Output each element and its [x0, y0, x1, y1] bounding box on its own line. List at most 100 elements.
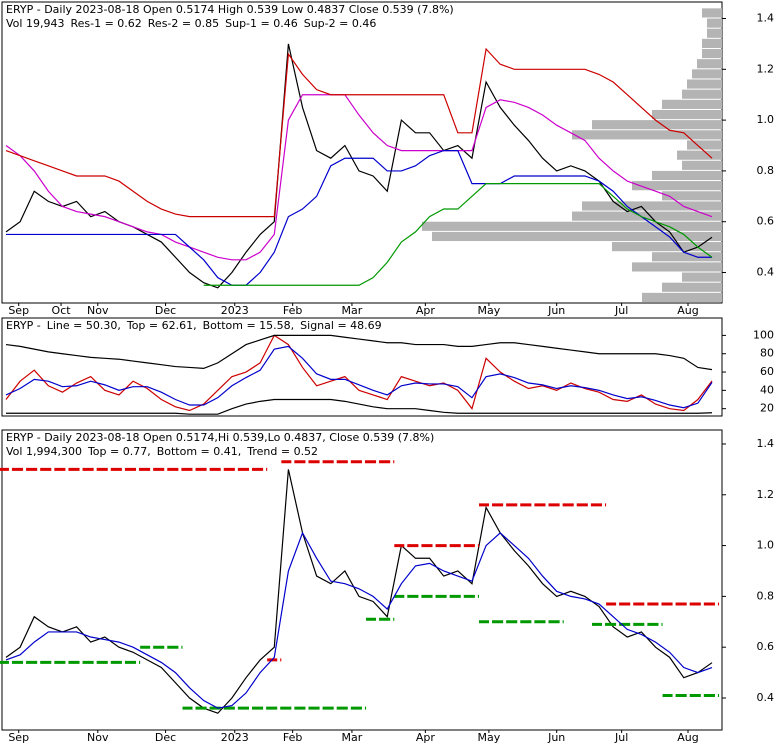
x-tick-label: Nov — [87, 304, 109, 317]
x-tick-label: Feb — [283, 731, 302, 744]
x-tick-label: 2023 — [221, 731, 249, 744]
oscillator-panel — [1, 317, 723, 417]
legend-entry: Top = 0.77, — [87, 445, 151, 458]
series-line — [6, 149, 712, 286]
x-tick-label: Oct — [52, 304, 72, 317]
series-line — [5, 531, 713, 709]
x-tick-label: Nov — [87, 731, 109, 744]
x-tick-label: Sep — [8, 731, 29, 744]
panel-title: ERYP - Daily 2023-08-18 Open 0.5174,Hi 0… — [6, 431, 434, 444]
volume-profile-bar — [632, 262, 722, 272]
volume-profile-bar — [702, 8, 722, 18]
panel-subtitle: Vol 1,994,300 — [6, 445, 82, 458]
x-tick-label: Apr — [416, 731, 436, 744]
series-line — [203, 183, 713, 286]
x-tick-label: Jul — [614, 731, 628, 744]
volume-profile-bar — [662, 282, 722, 292]
panel-subtitle: Vol 19,943 — [6, 17, 64, 30]
y-tick-label: 1.4 — [757, 12, 775, 25]
series-line — [5, 334, 713, 412]
x-tick-label: Apr — [416, 304, 436, 317]
legend-entry: Line = 50.30, — [47, 319, 121, 332]
x-tick-label: Mar — [342, 304, 363, 317]
legend-entry: Signal = 48.69 — [300, 319, 382, 332]
series-line — [5, 94, 713, 261]
volume-profile-bar — [592, 120, 722, 130]
volume-profile-bar — [572, 130, 722, 140]
y-tick-label: 1.2 — [757, 488, 775, 501]
volume-profile-bar — [632, 181, 722, 191]
volume-profile-bar — [702, 48, 722, 59]
volume-profile-bar — [422, 221, 722, 231]
x-tick-label: 2023 — [221, 304, 249, 317]
y-tick-label: 0.4 — [757, 266, 775, 279]
volume-profile-bar — [652, 252, 722, 262]
y-tick-label: 0.4 — [757, 691, 775, 704]
panel-title: ERYP - Daily 2023-08-18 Open 0.5174 High… — [6, 3, 454, 16]
x-tick-label: Jun — [547, 731, 565, 744]
volume-profile-bar — [687, 140, 722, 150]
legend-entry: Res-1 = 0.62 — [70, 17, 141, 30]
x-tick-label: Dec — [155, 304, 176, 317]
series-line — [5, 469, 713, 714]
legend-entry: Bottom = 0.41, — [157, 445, 242, 458]
price-panel — [1, 1, 723, 304]
y-tick-label: 1.0 — [757, 539, 775, 552]
y-tick-label: 0.6 — [757, 215, 775, 228]
volume-profile-bar — [642, 292, 722, 302]
volume-profile-bar — [692, 69, 722, 79]
x-tick-label: May — [478, 731, 501, 744]
y-tick-label: 60 — [760, 365, 774, 378]
volume-profile-bar — [707, 28, 722, 38]
volume-profile-bar — [612, 242, 722, 252]
volume-profile-bar — [682, 160, 722, 170]
volume-profile-bar — [652, 109, 722, 120]
volume-profile-bar — [702, 38, 722, 48]
legend-entry: Trend = 0.52 — [246, 445, 318, 458]
x-tick-label: Dec — [155, 731, 176, 744]
x-tick-label: Sep — [8, 304, 29, 317]
y-tick-label: 1.4 — [757, 437, 775, 450]
trend-panel — [1, 429, 723, 731]
volume-profile-bar — [652, 170, 722, 181]
y-tick-label: 100 — [753, 328, 774, 341]
series-line — [5, 334, 713, 371]
x-tick-label: Mar — [342, 731, 363, 744]
volume-profile-bar — [432, 231, 722, 242]
panel-title: ERYP - — [6, 319, 41, 332]
y-tick-label: 80 — [760, 347, 774, 360]
x-tick-label: Aug — [677, 304, 698, 317]
x-tick-label: May — [478, 304, 501, 317]
volume-profile-bar — [582, 201, 722, 211]
legend-entry: Res-2 = 0.85 — [148, 17, 219, 30]
y-tick-label: 0.8 — [757, 589, 775, 602]
series-line — [0, 594, 720, 710]
x-tick-label: Jul — [614, 304, 628, 317]
volume-profile-bar — [662, 191, 722, 201]
volume-profile-bar — [687, 79, 722, 89]
volume-profile-bar — [677, 150, 722, 160]
volume-profile-bar — [662, 99, 722, 109]
legend-entry: Bottom = 15.58, — [203, 319, 295, 332]
series-line — [5, 345, 713, 409]
volume-profile-bar — [682, 89, 722, 99]
series-line — [5, 47, 713, 218]
legend-entry: Top = 62.61, — [126, 319, 197, 332]
y-tick-label: 0.8 — [757, 164, 775, 177]
legend-entry: Sup-2 = 0.46 — [304, 17, 377, 30]
volume-profile-bar — [697, 59, 722, 69]
x-tick-label: Jun — [547, 304, 565, 317]
x-tick-label: Feb — [283, 304, 302, 317]
y-tick-label: 20 — [760, 402, 774, 415]
volume-profile-bar — [707, 18, 722, 28]
y-tick-label: 0.6 — [757, 640, 775, 653]
volume-profile-bar — [682, 272, 722, 282]
legend-entry: Sup-1 = 0.46 — [225, 17, 298, 30]
series-line — [6, 398, 713, 415]
volume-profile-bar — [572, 211, 722, 221]
y-tick-label: 1.0 — [757, 113, 775, 126]
y-tick-label: 40 — [760, 383, 774, 396]
x-tick-label: Aug — [677, 731, 698, 744]
y-tick-label: 1.2 — [757, 62, 775, 75]
